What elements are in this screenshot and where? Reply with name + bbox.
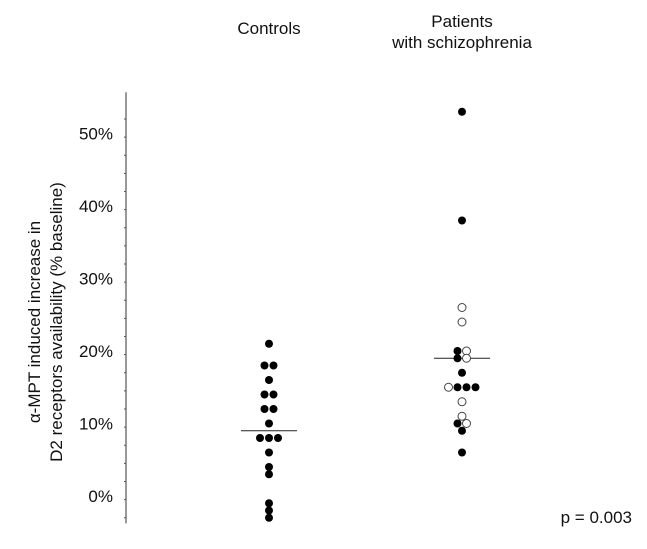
data-point-filled (458, 448, 466, 457)
data-point-open (462, 419, 471, 428)
data-point-filled (269, 361, 278, 370)
data-point-filled (274, 434, 282, 442)
data-point-filled (269, 390, 278, 399)
y-tick-label: 0% (88, 487, 113, 506)
data-point-filled (458, 216, 466, 225)
y-tick-label: 30% (79, 270, 113, 289)
data-point-filled (458, 368, 466, 377)
data-point-open (457, 303, 467, 312)
data-point-filled (265, 376, 273, 384)
data-point-open (457, 411, 467, 421)
p-value-annotation: p = 0.003 (561, 508, 632, 527)
y-tick-labels: 0% 10% 20% 30% 40% 50% (79, 125, 113, 507)
y-axis-label-line: α-MPT induced increase in (25, 221, 44, 423)
data-point-filled (265, 513, 273, 522)
data-point-filled (260, 361, 269, 370)
data-point-open (444, 382, 453, 392)
group-label: Patients (431, 12, 492, 31)
data-point-filled (471, 383, 480, 392)
data-point-filled (453, 354, 462, 363)
data-point-filled (265, 506, 273, 515)
y-tick-label: 10% (79, 415, 113, 434)
data-point-filled (265, 434, 273, 442)
data-point-filled (260, 405, 269, 413)
data-point-filled (265, 448, 273, 457)
data-point-filled (462, 383, 471, 392)
data-point-filled (265, 470, 273, 479)
mean-lines (241, 357, 490, 432)
y-tick-label: 20% (79, 342, 113, 361)
data-point-filled (458, 426, 466, 435)
data-point-filled (265, 339, 273, 348)
data-point-open (462, 353, 471, 363)
data-point-filled (453, 383, 462, 392)
data-point-filled (458, 107, 466, 116)
data-point-filled (256, 434, 264, 442)
y-tick-label: 40% (79, 197, 113, 216)
data-point-filled (265, 463, 273, 471)
group-label: with schizophrenia (391, 33, 532, 52)
data-point-filled (260, 390, 269, 399)
y-tick-label: 50% (79, 125, 113, 144)
data-point-filled (453, 347, 462, 355)
y-axis (124, 92, 127, 524)
data-point-filled (265, 499, 273, 508)
data-point-filled (453, 419, 462, 428)
data-point-filled (269, 405, 278, 413)
y-axis-label: α-MPT induced increase in D2 receptors av… (25, 182, 66, 462)
data-point-open (457, 317, 467, 327)
group-labels: Controls Patients with schizophrenia (237, 12, 532, 52)
data-point-filled (265, 419, 273, 428)
group-label: Controls (237, 19, 300, 38)
data-point-open (457, 397, 467, 407)
data-points (256, 107, 480, 522)
y-axis-label-line: D2 receptors availability (% baseline) (47, 182, 66, 462)
